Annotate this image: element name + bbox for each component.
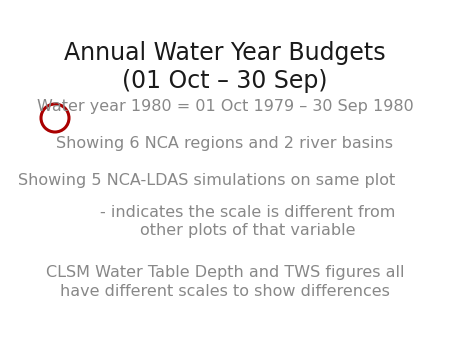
Text: Annual Water Year Budgets
(01 Oct – 30 Sep): Annual Water Year Budgets (01 Oct – 30 S… bbox=[64, 41, 386, 93]
Text: CLSM Water Table Depth and TWS figures all
have different scales to show differe: CLSM Water Table Depth and TWS figures a… bbox=[46, 265, 404, 299]
Text: Water year 1980 = 01 Oct 1979 – 30 Sep 1980: Water year 1980 = 01 Oct 1979 – 30 Sep 1… bbox=[36, 99, 414, 114]
Text: Showing 5 NCA-LDAS simulations on same plot: Showing 5 NCA-LDAS simulations on same p… bbox=[18, 173, 395, 188]
Text: - indicates the scale is different from
other plots of that variable: - indicates the scale is different from … bbox=[100, 204, 395, 238]
Text: Showing 6 NCA regions and 2 river basins: Showing 6 NCA regions and 2 river basins bbox=[57, 136, 393, 151]
